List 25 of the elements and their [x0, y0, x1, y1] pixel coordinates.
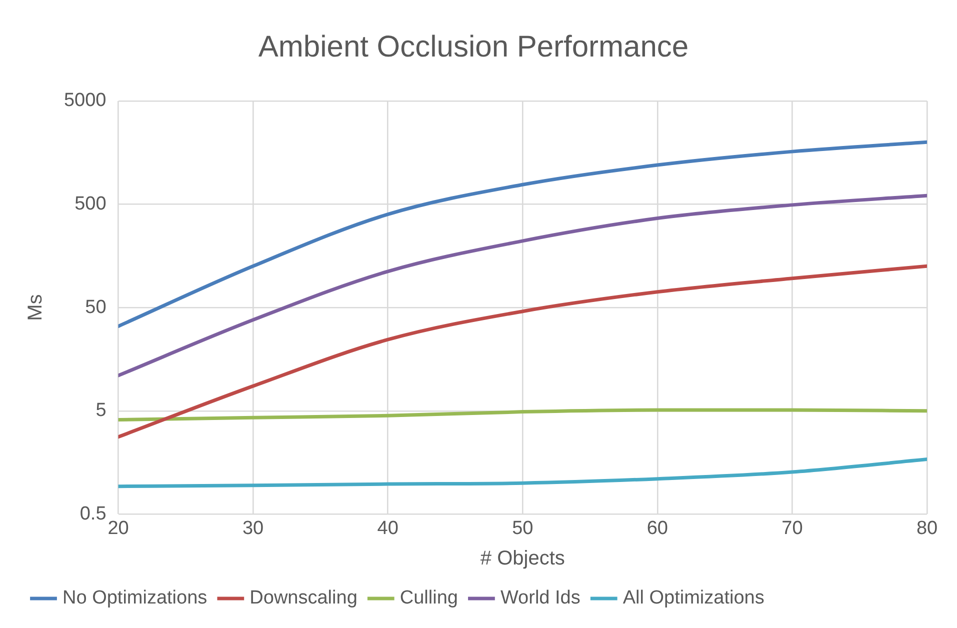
- legend-label: Downscaling: [250, 588, 358, 609]
- y-axis-title: Ms: [24, 294, 47, 321]
- x-tick-label: 30: [242, 518, 264, 539]
- chart-title: Ambient Occlusion Performance: [258, 30, 689, 64]
- legend-label: No Optimizations: [62, 588, 208, 609]
- x-axis-title: # Objects: [480, 548, 565, 570]
- y-tick-label: 5: [96, 400, 106, 422]
- x-tick-label: 20: [108, 518, 129, 539]
- legend-label: World Ids: [500, 588, 580, 609]
- x-tick-label: 60: [646, 518, 668, 539]
- x-tick-label: 50: [512, 518, 534, 539]
- x-tick-label: 80: [916, 518, 938, 539]
- line-series: [118, 264, 927, 439]
- line-series: [118, 140, 927, 328]
- line-series: [118, 194, 927, 378]
- x-tick-label: 70: [782, 518, 803, 539]
- x-tick-label: 40: [377, 518, 398, 539]
- y-tick-label: 500: [74, 194, 106, 215]
- legend-label: All Optimizations: [622, 588, 764, 609]
- y-tick-label: 5000: [64, 90, 106, 112]
- line-series: [118, 408, 927, 422]
- y-tick-label: 50: [85, 296, 106, 318]
- y-tick-label: 0.5: [80, 503, 106, 524]
- line-series: [118, 458, 927, 488]
- legend-label: Culling: [400, 588, 458, 609]
